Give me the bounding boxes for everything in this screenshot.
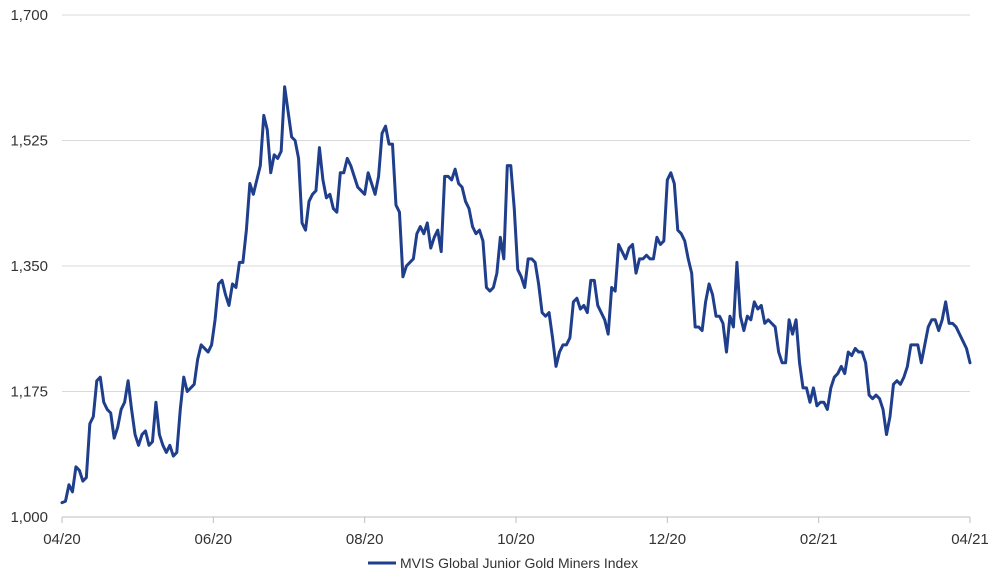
x-tick-label: 02/21 [800, 531, 838, 548]
x-tick-label: 06/20 [195, 531, 233, 548]
y-tick-label: 1,175 [10, 384, 48, 401]
x-axis [61, 516, 971, 523]
series-line [60, 85, 972, 505]
x-tick-label: 08/20 [346, 531, 384, 548]
legend: MVIS Global Junior Gold Miners Index [368, 555, 638, 571]
x-tick-label: 12/20 [649, 531, 687, 548]
y-tick-label: 1,525 [10, 133, 48, 150]
y-tick-label: 1,350 [10, 258, 48, 275]
x-tick-label: 04/20 [43, 531, 81, 548]
gridlines [62, 14, 970, 392]
legend-label: MVIS Global Junior Gold Miners Index [400, 555, 638, 571]
x-axis-tick-labels: 04/20 06/20 08/20 10/20 12/20 02/21 04/21 [43, 531, 989, 548]
x-tick-label: 10/20 [497, 531, 535, 548]
y-tick-label: 1,000 [10, 509, 48, 526]
x-tick-label: 04/21 [951, 531, 989, 548]
series-layer [60, 85, 972, 505]
y-tick-label: 1,700 [10, 7, 48, 24]
y-axis-tick-labels: 1,000 1,175 1,350 1,525 1,700 [10, 7, 48, 526]
